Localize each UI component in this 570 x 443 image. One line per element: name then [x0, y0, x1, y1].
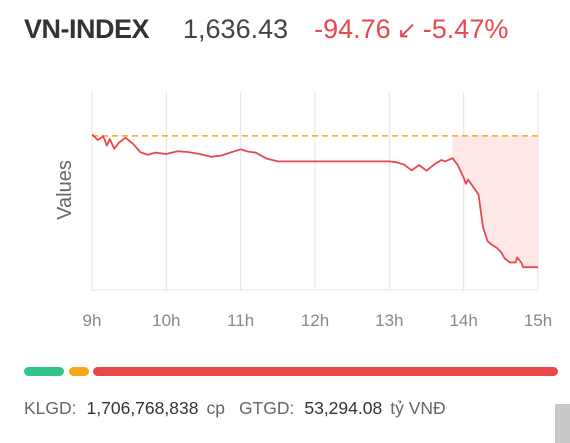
market-breadth-bar — [24, 367, 558, 376]
x-tick-label: 11h — [227, 311, 254, 330]
index-name: VN-INDEX — [24, 14, 150, 44]
x-tick-label: 10h — [152, 311, 180, 330]
x-tick-label: 13h — [375, 311, 403, 330]
index-change: -94.76 — [314, 14, 391, 44]
volume-unit: cp — [206, 398, 225, 418]
chart-grid — [91, 92, 539, 291]
index-value: 1,636.43 — [183, 14, 289, 44]
x-tick-label: 15h — [524, 311, 552, 330]
volume-label: KLGD: — [24, 398, 77, 418]
down-arrow-icon: ↙ — [396, 17, 417, 44]
unchanged-segment — [69, 367, 89, 376]
trading-summary: KLGD: 1,706,768,838 cp GTGD: 53,294.08 t… — [24, 398, 446, 419]
x-tick-label: 14h — [449, 311, 477, 330]
turnover-label: GTGD: — [238, 398, 295, 418]
volume-value: 1,706,768,838 — [86, 398, 199, 418]
turnover-unit: tỷ VNĐ — [390, 398, 446, 418]
advancers-segment — [24, 367, 64, 376]
index-change-percent: -5.47% — [422, 14, 509, 44]
intraday-chart: Values 9h 10h 11h 12h 13h 14h 15h — [54, 92, 553, 330]
x-tick-label: 9h — [83, 311, 102, 330]
price-line — [91, 133, 538, 269]
turnover-value: 53,294.08 — [304, 398, 383, 418]
index-header: VN-INDEX 1,636.43 -94.76 ↙ -5.47% — [24, 14, 570, 58]
x-axis-ticks: 9h 10h 11h 12h 13h 14h 15h — [83, 311, 553, 330]
scrollbar-thumb[interactable] — [555, 404, 570, 443]
decline-area-fill — [452, 135, 538, 268]
x-tick-label: 12h — [301, 311, 329, 330]
y-axis-label: Values — [54, 160, 76, 220]
decliners-segment — [93, 367, 558, 376]
